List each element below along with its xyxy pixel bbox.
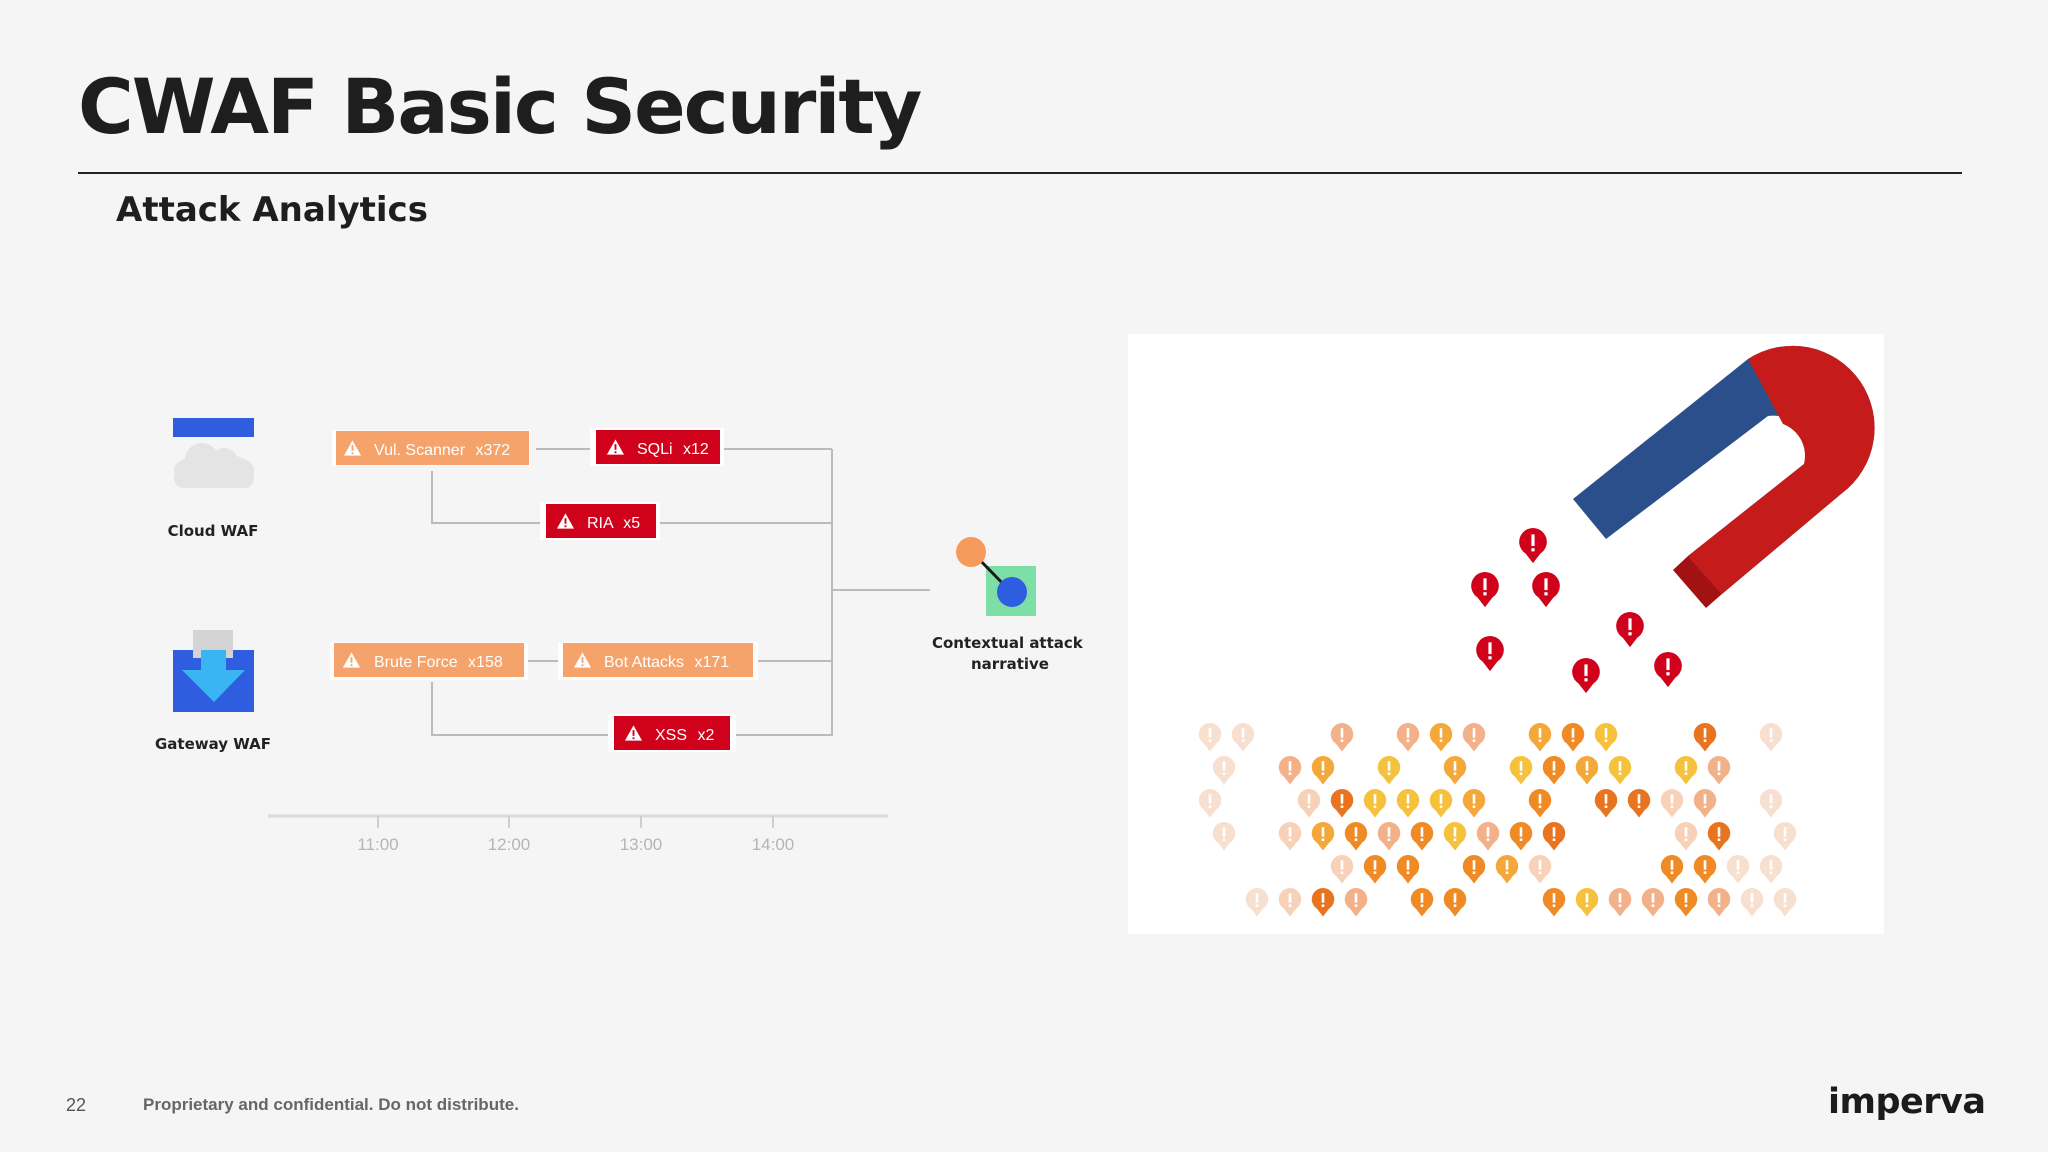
graph-node-icon [956, 537, 1036, 616]
tick-label: 13:00 [620, 835, 663, 854]
confidential-note: Proprietary and confidential. Do not dis… [143, 1095, 519, 1114]
event-label: XSS [655, 727, 687, 744]
svg-text:Brute Force x158: Brute Force x158 [374, 654, 503, 671]
imperva-logo: imperva [1828, 1082, 1986, 1122]
cloud-icon [173, 418, 254, 488]
page-number: 22 [66, 1095, 87, 1115]
event-count: x158 [468, 654, 503, 671]
event-count: x171 [695, 654, 730, 671]
narrative-label: Contextual attack narrative [932, 634, 1088, 673]
event-count: x12 [683, 441, 709, 458]
svg-text:RIA x5: RIA x5 [587, 515, 640, 532]
event-badge-vul-scanner[interactable]: Vul. Scanner x372 [332, 430, 530, 466]
tick-label: 14:00 [752, 835, 795, 854]
tick-label: 12:00 [488, 835, 531, 854]
event-badge-brute-force[interactable]: Brute Force x158 [330, 642, 528, 680]
download-arrow-icon [173, 630, 254, 712]
magnet-illustration [1128, 334, 1884, 934]
slide-title: CWAF Basic Security [78, 62, 922, 151]
gateway-waf-label: Gateway WAF [155, 735, 271, 753]
event-badge-sqli[interactable]: SQLi x12 [590, 428, 724, 466]
svg-text:SQLi x12: SQLi x12 [637, 441, 709, 458]
flow-connectors [431, 448, 930, 736]
timeline-ticks [377, 816, 774, 828]
event-badge-bot-attacks[interactable]: Bot Attacks x171 [558, 642, 758, 680]
event-badge-xss[interactable]: XSS x2 [608, 714, 736, 752]
magnet-icon [1573, 345, 1875, 608]
title-divider [78, 172, 1962, 174]
event-label: Vul. Scanner [374, 442, 466, 459]
svg-text:Bot Attacks x171: Bot Attacks x171 [604, 654, 729, 671]
cloud-waf-label: Cloud WAF [168, 522, 259, 540]
event-count: x372 [475, 442, 510, 459]
event-count: x2 [697, 727, 714, 744]
event-label: Bot Attacks [604, 654, 684, 671]
event-label: Brute Force [374, 654, 458, 671]
event-badge-ria[interactable]: RIA x5 [540, 502, 660, 540]
svg-text:Vul. Scanner x372: Vul. Scanner x372 [374, 442, 510, 459]
event-label: RIA [587, 515, 614, 532]
svg-text:XSS x2: XSS x2 [655, 727, 714, 744]
event-count: x5 [623, 515, 640, 532]
attack-flow-diagram: Cloud WAF Gateway WAF Vul. Scanner x372 [155, 418, 1088, 854]
event-label: SQLi [637, 441, 673, 458]
slide-subtitle: Attack Analytics [116, 190, 428, 230]
tick-label: 11:00 [357, 835, 398, 854]
